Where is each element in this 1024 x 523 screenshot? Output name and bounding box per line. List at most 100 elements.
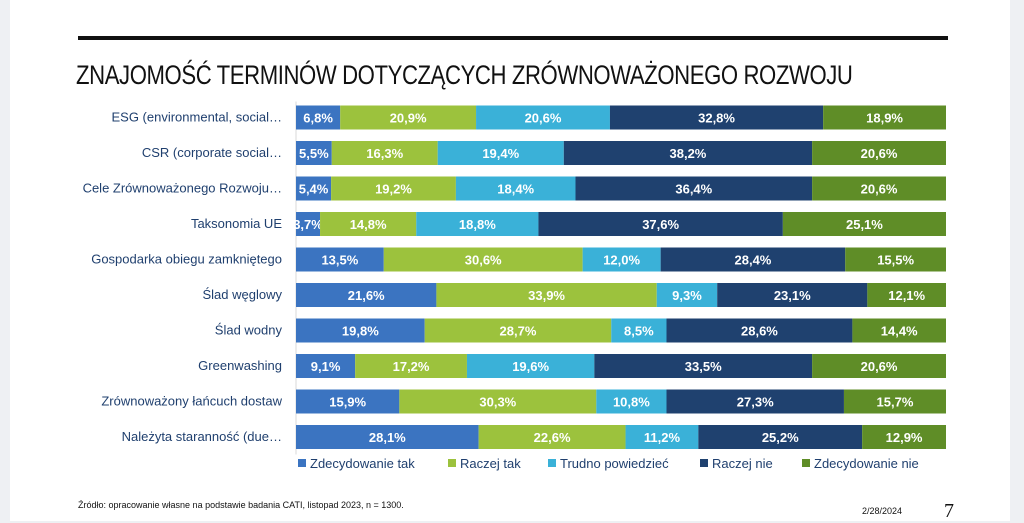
data-label: 18,8%: [459, 217, 496, 232]
data-label: 20,6%: [861, 359, 898, 374]
data-label: 10,8%: [613, 395, 650, 410]
bar-segment: [812, 354, 946, 378]
data-label: 33,9%: [528, 288, 565, 303]
data-label: 20,6%: [525, 111, 562, 126]
source-note: Źródło: opracowanie własne na podstawie …: [78, 500, 404, 510]
data-label: 5,4%: [299, 182, 329, 197]
category-label: Zrównoważony łańcuch dostaw: [101, 394, 282, 409]
bar-segment: [296, 318, 425, 343]
data-label: 17,2%: [393, 359, 430, 374]
data-label: 25,2%: [762, 430, 799, 445]
data-label: 32,8%: [698, 111, 735, 126]
data-label: 15,5%: [877, 253, 914, 268]
category-label: Ślad węglowy: [203, 287, 283, 302]
legend-label: Raczej tak: [460, 456, 521, 471]
bar-segment: [331, 141, 438, 165]
data-label: 19,6%: [512, 359, 549, 374]
bar-segment: [355, 354, 467, 378]
bar-segment: [843, 389, 946, 414]
data-label: 28,1%: [369, 430, 406, 445]
category-label: Należyta staranność (due…: [122, 429, 282, 444]
data-label: 33,5%: [685, 359, 722, 374]
data-label: 20,6%: [861, 182, 898, 197]
bar-segment: [296, 389, 400, 414]
bar-segment: [717, 283, 868, 307]
legend-swatch: [802, 459, 810, 467]
bar-segment: [383, 247, 583, 272]
data-label: 19,8%: [342, 324, 379, 339]
data-label: 25,1%: [846, 217, 883, 232]
bar-segment: [296, 247, 384, 272]
data-label: 19,2%: [375, 182, 412, 197]
data-label: 5,5%: [299, 146, 329, 161]
bar-segment: [538, 212, 783, 236]
bar-segment: [812, 176, 946, 201]
data-label: 14,8%: [350, 217, 387, 232]
bar-segment: [296, 105, 341, 130]
data-label: 13,5%: [321, 253, 358, 268]
bar-segment: [596, 389, 667, 414]
data-label: 27,3%: [737, 395, 774, 410]
data-label: 28,7%: [500, 324, 537, 339]
data-label: 11,2%: [644, 430, 681, 445]
category-label: CSR (corporate social…: [142, 145, 282, 160]
data-label: 14,4%: [881, 324, 918, 339]
category-label: ESG (environmental, social…: [111, 110, 282, 125]
data-label: 18,4%: [497, 182, 534, 197]
data-label: 28,4%: [735, 253, 772, 268]
legend-swatch: [298, 459, 306, 467]
legend-swatch: [700, 459, 708, 467]
bar-segment: [296, 354, 356, 378]
bar-segment: [296, 141, 332, 165]
bar-segment: [455, 176, 576, 201]
bar-segment: [845, 247, 946, 272]
category-label: Ślad wodny: [215, 323, 283, 338]
bar-segment: [862, 425, 946, 449]
bar-segment: [296, 283, 437, 307]
chart-title: ZNAJOMOŚĆ TERMINÓW DOTYCZĄCYCH ZRÓWNOWAŻ…: [76, 60, 853, 90]
data-label: 8,5%: [624, 324, 654, 339]
header-rule: [78, 36, 948, 40]
bar-segment: [625, 425, 699, 449]
bar-segment: [812, 141, 946, 165]
bar-segment: [320, 212, 417, 236]
legend-label: Trudno powiedzieć: [560, 456, 669, 471]
bar-segment: [296, 425, 479, 449]
bar-segment: [331, 176, 456, 201]
data-label: 12,0%: [603, 253, 640, 268]
data-label: 38,2%: [670, 146, 707, 161]
legend-label: Raczej nie: [712, 456, 773, 471]
data-label: 22,6%: [534, 430, 571, 445]
page-number: 7: [944, 500, 954, 522]
data-label: 15,7%: [877, 395, 914, 410]
data-label: 21,6%: [348, 288, 385, 303]
bar-segment: [867, 283, 946, 307]
bar-segment: [575, 176, 813, 201]
bar-segment: [296, 212, 321, 236]
data-label: 28,6%: [741, 324, 778, 339]
bar-segment: [437, 141, 564, 165]
data-label: 19,4%: [482, 146, 519, 161]
legend-swatch: [548, 459, 556, 467]
data-label: 12,1%: [888, 288, 925, 303]
bar-segment: [476, 105, 610, 130]
bar-segment: [563, 141, 813, 165]
bar-segment: [656, 283, 718, 307]
category-label: Gospodarka obiegu zamkniętego: [91, 252, 282, 267]
data-label: 12,9%: [886, 430, 923, 445]
bar-segment: [416, 212, 539, 236]
category-label: Cele Zrównoważonego Rozwoju…: [83, 181, 282, 196]
bar-segment: [466, 354, 595, 378]
data-label: 16,3%: [366, 146, 403, 161]
data-label: 6,8%: [303, 111, 333, 126]
data-label: 30,3%: [479, 395, 516, 410]
data-label: 23,1%: [774, 288, 811, 303]
bar-segment: [611, 318, 667, 343]
bar-segment: [782, 212, 946, 236]
data-label: 15,9%: [329, 395, 366, 410]
bar-segment: [609, 105, 824, 130]
data-label: 37,6%: [642, 217, 679, 232]
data-label: 9,3%: [672, 288, 702, 303]
bar-segment: [666, 318, 853, 343]
category-label: Greenwashing: [198, 358, 282, 373]
